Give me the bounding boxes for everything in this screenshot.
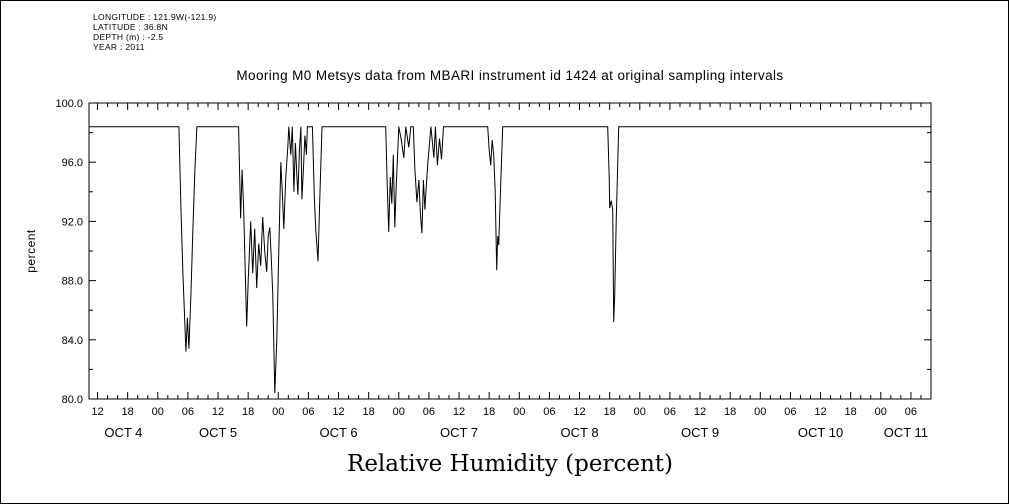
x-tick-label: 12 [814, 406, 826, 418]
x-date-label: OCT 11 [884, 425, 928, 440]
x-date-label: OCT 4 [104, 425, 142, 440]
x-tick-label: 00 [152, 406, 164, 418]
x-axis-label: Relative Humidity (percent) [347, 451, 673, 477]
x-tick-label: 18 [242, 406, 254, 418]
humidity-line [89, 126, 931, 394]
x-tick-label: 06 [543, 406, 555, 418]
plot-title: Mooring M0 Metsys data from MBARI instru… [236, 68, 784, 83]
x-tick-label: 12 [694, 406, 706, 418]
y-tick-label: 84.0 [62, 335, 83, 347]
x-tick-label: 18 [122, 406, 134, 418]
y-tick-label: 100.0 [55, 98, 83, 110]
x-tick-label: 12 [453, 406, 465, 418]
x-tick-label: 00 [875, 406, 887, 418]
x-tick-label: 12 [332, 406, 344, 418]
x-tick-label: 00 [634, 406, 646, 418]
x-tick-label: 00 [754, 406, 766, 418]
x-tick-label: 00 [513, 406, 525, 418]
y-tick-label: 96.0 [62, 157, 83, 169]
latitude-label: LATITUDE : 36.8N [93, 22, 169, 32]
year-label: YEAR : 2011 [93, 42, 145, 52]
x-tick-label: 12 [212, 406, 224, 418]
y-tick-label: 92.0 [62, 216, 83, 228]
y-tick-label: 88.0 [62, 276, 83, 288]
x-tick-label: 06 [302, 406, 314, 418]
x-tick-label: 06 [905, 406, 917, 418]
x-tick-label: 12 [91, 406, 103, 418]
depth-label: DEPTH (m) : -2.5 [93, 32, 164, 42]
x-tick-label: 00 [393, 406, 405, 418]
metadata-block: LONGITUDE : 121.9W(-121.9) LATITUDE : 36… [93, 12, 217, 52]
longitude-label: LONGITUDE : 121.9W(-121.9) [93, 12, 217, 22]
x-date-label: OCT 5 [199, 425, 237, 440]
x-tick-label: 18 [363, 406, 375, 418]
x-tick-label: 18 [724, 406, 736, 418]
plot-frame [88, 102, 932, 400]
x-date-label: OCT 6 [320, 425, 358, 440]
x-tick-label: 06 [182, 406, 194, 418]
x-tick-label: 18 [845, 406, 857, 418]
x-tick-label: 06 [784, 406, 796, 418]
y-tick-label: 80.0 [62, 394, 83, 406]
x-tick-label: 18 [483, 406, 495, 418]
x-date-label: OCT 7 [440, 425, 478, 440]
x-tick-label: 18 [604, 406, 616, 418]
x-tick-label: 12 [573, 406, 585, 418]
x-date-label: OCT 8 [561, 425, 599, 440]
x-tick-label: 06 [664, 406, 676, 418]
x-tick-label: 00 [272, 406, 284, 418]
x-date-label: OCT 10 [798, 425, 843, 440]
x-tick-label: 06 [423, 406, 435, 418]
x-date-label: OCT 9 [681, 425, 719, 440]
